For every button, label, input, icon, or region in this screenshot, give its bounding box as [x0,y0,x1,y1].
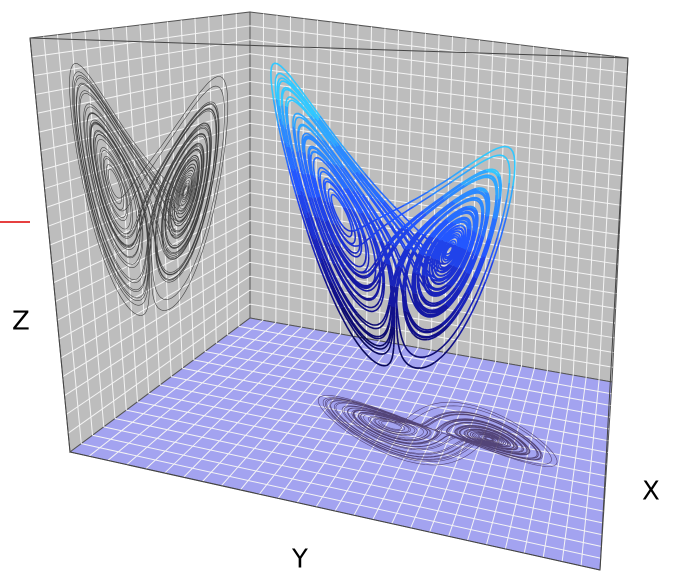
y-label: Y [291,545,308,575]
z-label: Z [12,307,30,337]
lorenz-plot: Z Y X [0,0,685,579]
x-label: X [642,477,660,507]
